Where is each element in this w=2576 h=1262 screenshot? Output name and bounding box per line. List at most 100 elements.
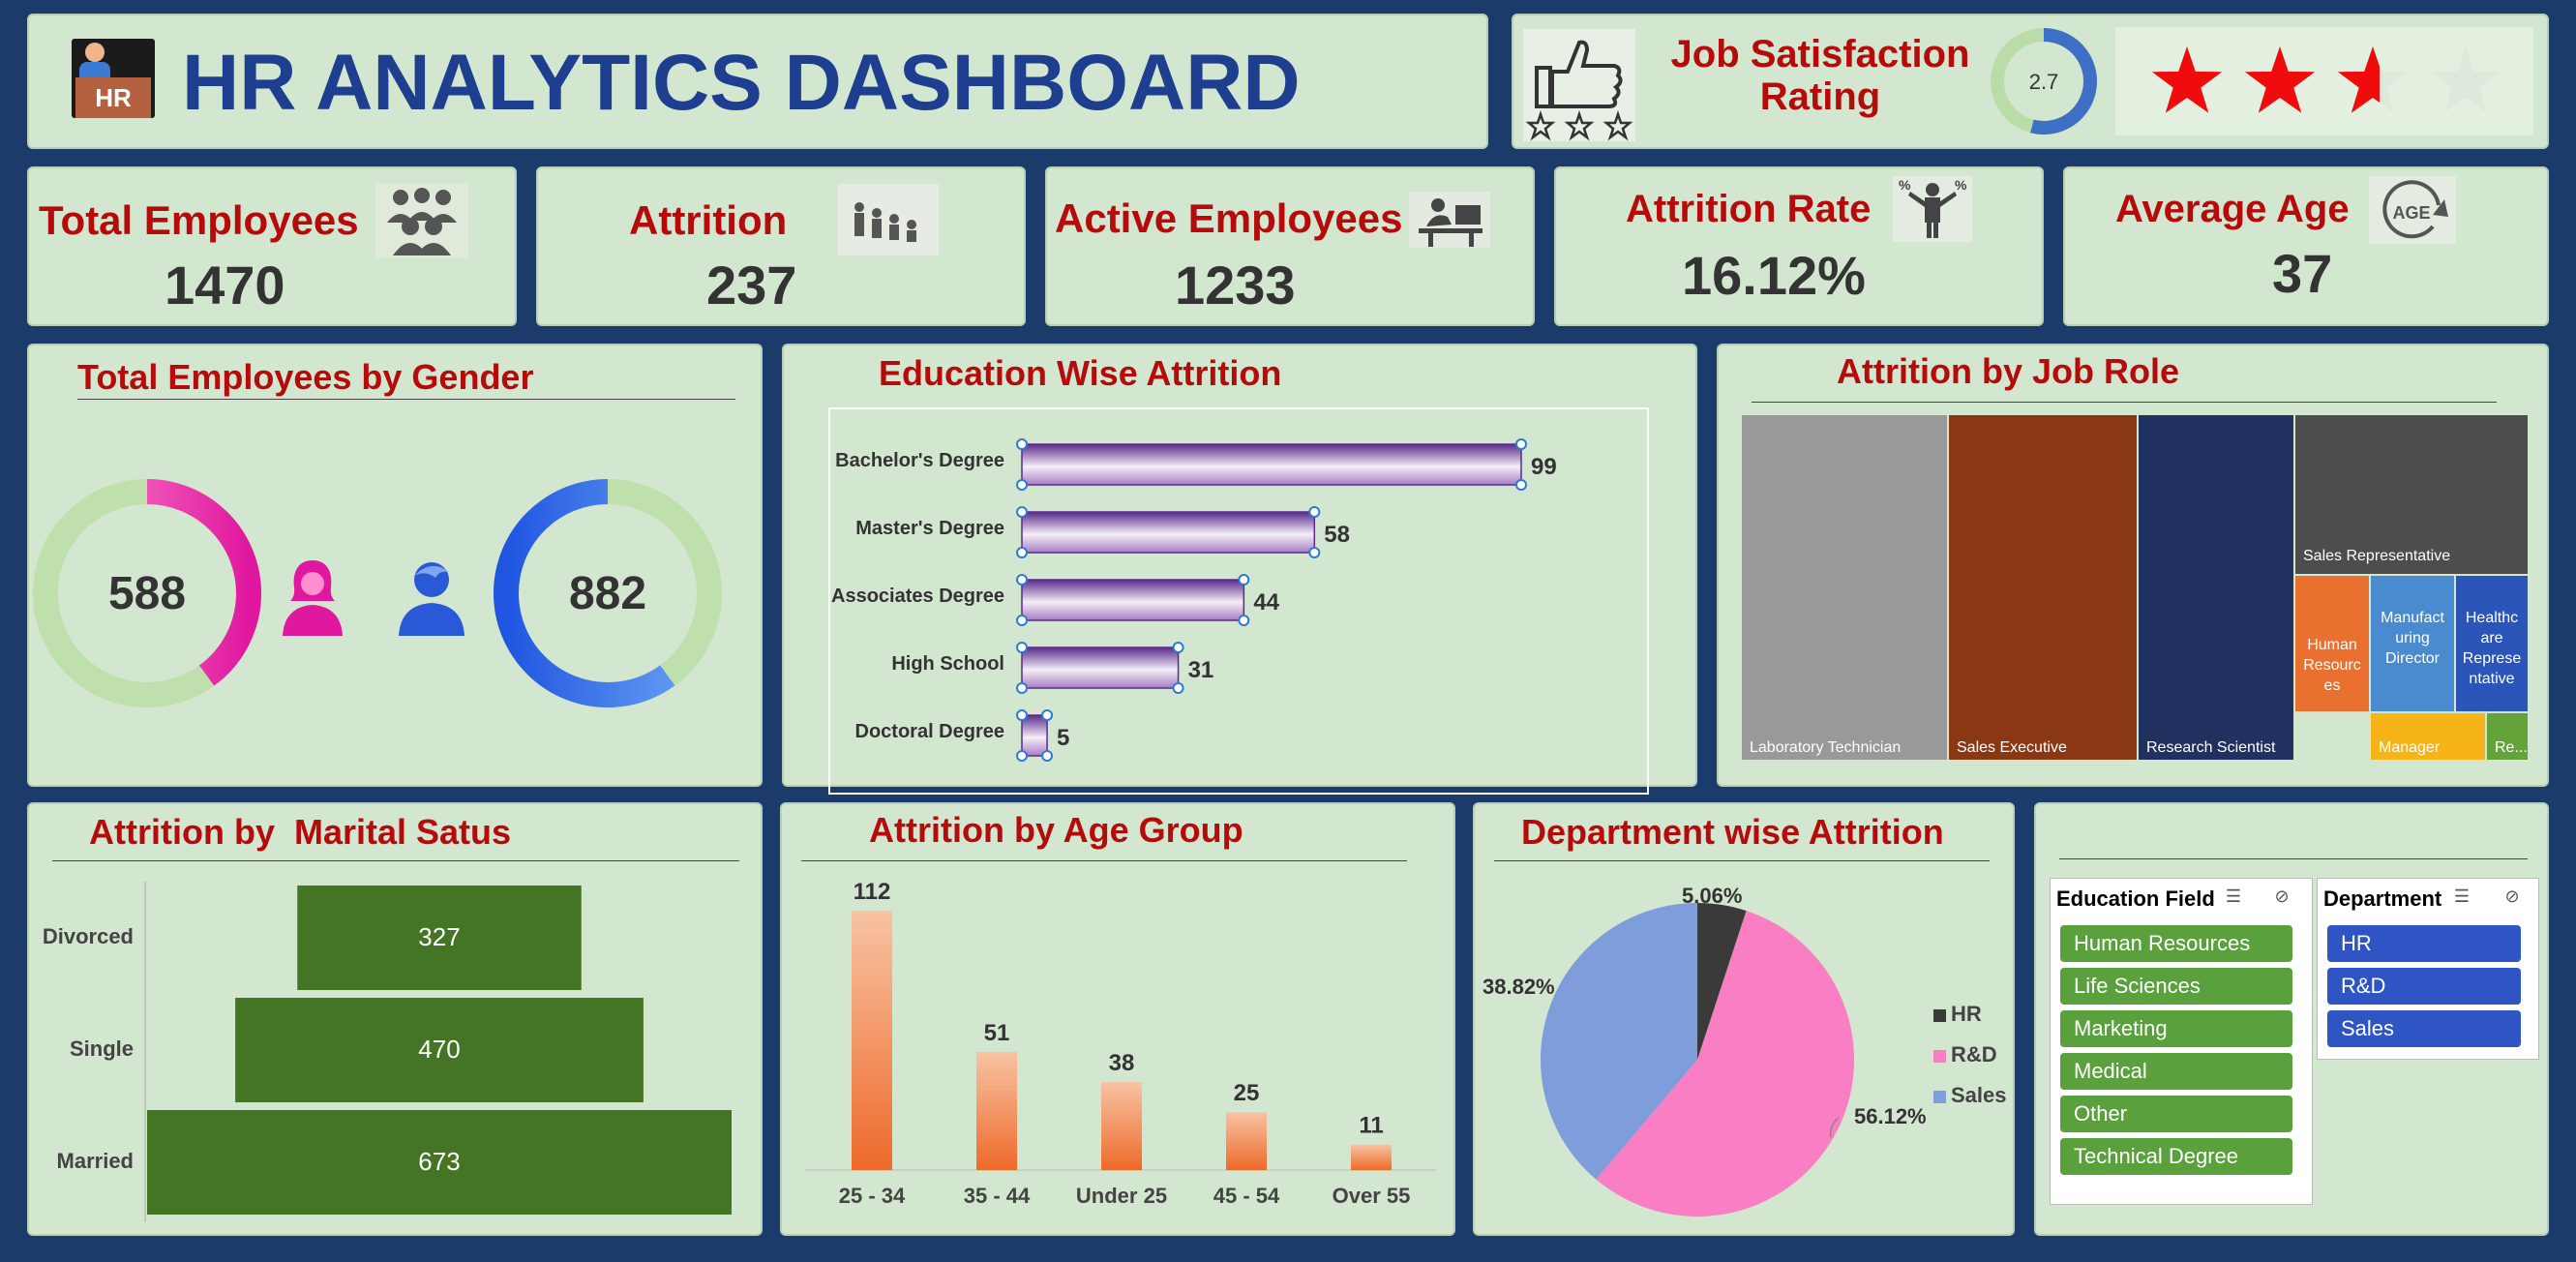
slicer-title: Department bbox=[2323, 886, 2442, 911]
pie-value-label: 38.82% bbox=[1483, 975, 1555, 999]
selection-handle[interactable] bbox=[1238, 615, 1250, 626]
kpi-attrition-rate: Attrition Rate 16.12% %% bbox=[1554, 166, 2044, 326]
slicer-item[interactable]: R&D bbox=[2327, 968, 2521, 1005]
people-group-icon bbox=[375, 184, 468, 257]
department-slicer: Department ☰ ⊘ HR R&D Sales bbox=[2317, 878, 2539, 1060]
treemap-tile[interactable] bbox=[2295, 576, 2369, 711]
kpi-value: 1233 bbox=[1175, 255, 1296, 316]
slicer-item[interactable]: Life Sciences bbox=[2060, 968, 2292, 1005]
male-icon bbox=[399, 562, 464, 636]
marital-bar[interactable] bbox=[235, 998, 644, 1102]
age-panel: Attrition by Age Group 112 25 - 34 51 35 - … bbox=[780, 802, 1455, 1236]
pie-slice[interactable] bbox=[1541, 903, 1697, 1180]
education-chart-frame[interactable] bbox=[828, 407, 1649, 795]
education-bar[interactable] bbox=[1021, 714, 1048, 757]
education-value-label: 31 bbox=[1188, 657, 1214, 683]
selection-handle[interactable] bbox=[1515, 438, 1527, 450]
satisfaction-title-line2: Rating bbox=[1759, 75, 1881, 118]
selection-handle[interactable] bbox=[1041, 750, 1054, 762]
kpi-label: Attrition Rate bbox=[1626, 188, 1872, 230]
treemap-label: Re... bbox=[2495, 739, 2528, 756]
selection-handle[interactable] bbox=[1172, 642, 1184, 653]
age-bar[interactable] bbox=[1351, 1144, 1392, 1170]
selection-handle[interactable] bbox=[1016, 750, 1028, 762]
education-panel: Education Wise Attrition Bachelor's Degr… bbox=[782, 344, 1697, 795]
treemap-tile[interactable] bbox=[2371, 713, 2485, 760]
treemap-tile[interactable] bbox=[2456, 576, 2528, 711]
age-bar[interactable] bbox=[1101, 1082, 1142, 1170]
marital-value-label: 327 bbox=[418, 922, 460, 951]
age-cycle-icon: AGE bbox=[2369, 176, 2456, 244]
jobrole-treemap: Laboratory Technician Sales Executive Rese… bbox=[1742, 415, 2528, 760]
kpi-attrition: Attrition 237 bbox=[536, 166, 1026, 326]
treemap-label: Laboratory Technician bbox=[1750, 739, 1901, 756]
selection-handle[interactable] bbox=[1016, 506, 1028, 518]
star-icon bbox=[2430, 46, 2501, 113]
legend-label: Sales bbox=[1951, 1083, 2007, 1107]
selection-handle[interactable] bbox=[1016, 547, 1028, 558]
clear-filter-icon[interactable]: ⊘ bbox=[2504, 886, 2520, 906]
pie-slice[interactable] bbox=[1596, 911, 1854, 1217]
female-donut: 588 bbox=[33, 479, 261, 707]
pie-slice[interactable] bbox=[1697, 903, 1747, 1060]
selection-handle[interactable] bbox=[1016, 682, 1028, 694]
treemap-tile[interactable] bbox=[2371, 576, 2454, 711]
female-icon bbox=[283, 560, 343, 636]
selection-handle[interactable] bbox=[1308, 547, 1321, 558]
slicer-item[interactable]: Other bbox=[2060, 1096, 2292, 1132]
age-bar[interactable] bbox=[852, 911, 892, 1170]
age-bar[interactable] bbox=[976, 1051, 1017, 1170]
selection-handle[interactable] bbox=[1238, 574, 1250, 586]
slicer-item[interactable]: Technical Degree bbox=[2060, 1138, 2292, 1175]
selection-handle[interactable] bbox=[1172, 682, 1184, 694]
slicer-item[interactable]: HR bbox=[2327, 925, 2521, 962]
multi-select-icon[interactable]: ☰ bbox=[2453, 886, 2471, 906]
selection-handle[interactable] bbox=[1016, 642, 1028, 653]
divider bbox=[801, 860, 1407, 861]
education-value-label: 5 bbox=[1057, 725, 1069, 751]
slicer-item[interactable]: Medical bbox=[2060, 1053, 2292, 1090]
age-bar[interactable] bbox=[1226, 1112, 1267, 1170]
marital-bar[interactable] bbox=[147, 1110, 732, 1215]
selection-handle[interactable] bbox=[1016, 709, 1028, 721]
multi-select-icon[interactable]: ☰ bbox=[2225, 886, 2242, 906]
gender-title: Total Employees by Gender bbox=[77, 357, 534, 397]
selection-handle[interactable] bbox=[1016, 438, 1028, 450]
jobrole-panel: Attrition by Job Role Laboratory Technic… bbox=[1717, 344, 2549, 787]
treemap-label: Manager bbox=[2379, 739, 2441, 756]
thumbs-up-stars-icon bbox=[1523, 29, 1635, 141]
slicer-item[interactable]: Human Resources bbox=[2060, 925, 2292, 962]
treemap-tile[interactable] bbox=[2295, 415, 2528, 574]
marital-chart: Divorced 327 Single 470 Married 673 bbox=[43, 882, 732, 1222]
education-bar[interactable] bbox=[1021, 579, 1245, 621]
education-bar[interactable] bbox=[1021, 511, 1316, 554]
selection-handle[interactable] bbox=[1041, 709, 1054, 721]
star-icon bbox=[2244, 46, 2316, 113]
selection-handle[interactable] bbox=[1308, 506, 1321, 518]
slicers-panel: Education Field ☰ ⊘ Human Resources Life … bbox=[2034, 802, 2549, 1236]
education-bar[interactable] bbox=[1021, 443, 1522, 486]
satisfaction-title-line1: Job Satisfaction bbox=[1670, 33, 1970, 75]
education-bar[interactable] bbox=[1021, 646, 1180, 689]
slicer-item[interactable]: Marketing bbox=[2060, 1010, 2292, 1047]
age-category-label: Over 55 bbox=[1333, 1184, 1411, 1208]
department-panel: Department wise Attrition 5.06% 56.12% 38.… bbox=[1473, 802, 2015, 1236]
education-category-label: Doctoral Degree bbox=[855, 721, 1005, 742]
pie-value-label: 56.12% bbox=[1854, 1104, 1927, 1128]
selection-handle[interactable] bbox=[1016, 479, 1028, 491]
logo-text: HR bbox=[75, 77, 151, 118]
treemap-tile[interactable] bbox=[2487, 713, 2528, 760]
selection-handle[interactable] bbox=[1016, 574, 1028, 586]
treemap-tile[interactable] bbox=[1742, 415, 1947, 760]
treemap-tile[interactable] bbox=[2139, 415, 2293, 760]
selection-handle[interactable] bbox=[1016, 615, 1028, 626]
age-title: Attrition by Age Group bbox=[869, 810, 1243, 850]
marital-bar[interactable] bbox=[297, 886, 582, 990]
treemap-tile[interactable] bbox=[1949, 415, 2137, 760]
legend-swatch bbox=[1933, 1050, 1946, 1063]
kpi-value: 237 bbox=[706, 255, 797, 316]
divider bbox=[77, 399, 735, 400]
clear-filter-icon[interactable]: ⊘ bbox=[2274, 886, 2290, 906]
selection-handle[interactable] bbox=[1515, 479, 1527, 491]
slicer-item[interactable]: Sales bbox=[2327, 1010, 2521, 1047]
